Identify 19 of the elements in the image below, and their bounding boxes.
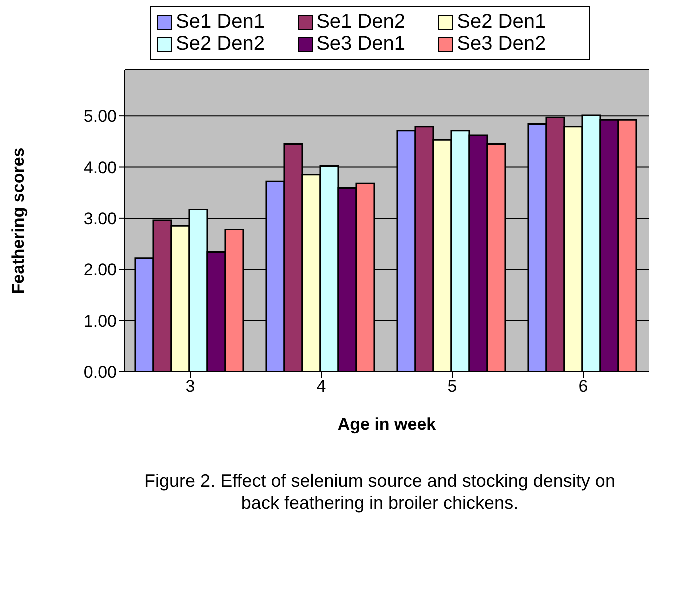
legend-label: Se2 Den2 — [176, 33, 265, 55]
legend-label: Se1 Den2 — [316, 11, 406, 33]
x-tick-label: 6 — [578, 377, 588, 396]
x-tick-label: 3 — [186, 377, 196, 396]
y-axis-title: Feathering scores — [9, 148, 28, 294]
y-tick-label: 1.00 — [84, 312, 117, 331]
legend-label: Se2 Den1 — [457, 11, 546, 33]
y-tick-label: 4.00 — [84, 158, 117, 178]
x-axis-title: Age in week — [338, 415, 437, 434]
y-tick-label: 2.00 — [84, 260, 117, 280]
legend-label: Se3 Den1 — [316, 33, 406, 55]
x-tick-label: 5 — [448, 377, 458, 396]
y-tick-label: 0.00 — [84, 363, 117, 382]
y-tick-label: 3.00 — [84, 209, 117, 228]
legend-label: Se3 Den2 — [457, 33, 546, 55]
legend-label: Se1 Den1 — [176, 11, 265, 33]
x-tick-label: 4 — [316, 377, 326, 396]
y-tick-label: 5.00 — [84, 107, 117, 126]
caption: Figure 2. Effect of selenium source and stocking density on back feathering in broiler chickens. — [144, 470, 616, 514]
